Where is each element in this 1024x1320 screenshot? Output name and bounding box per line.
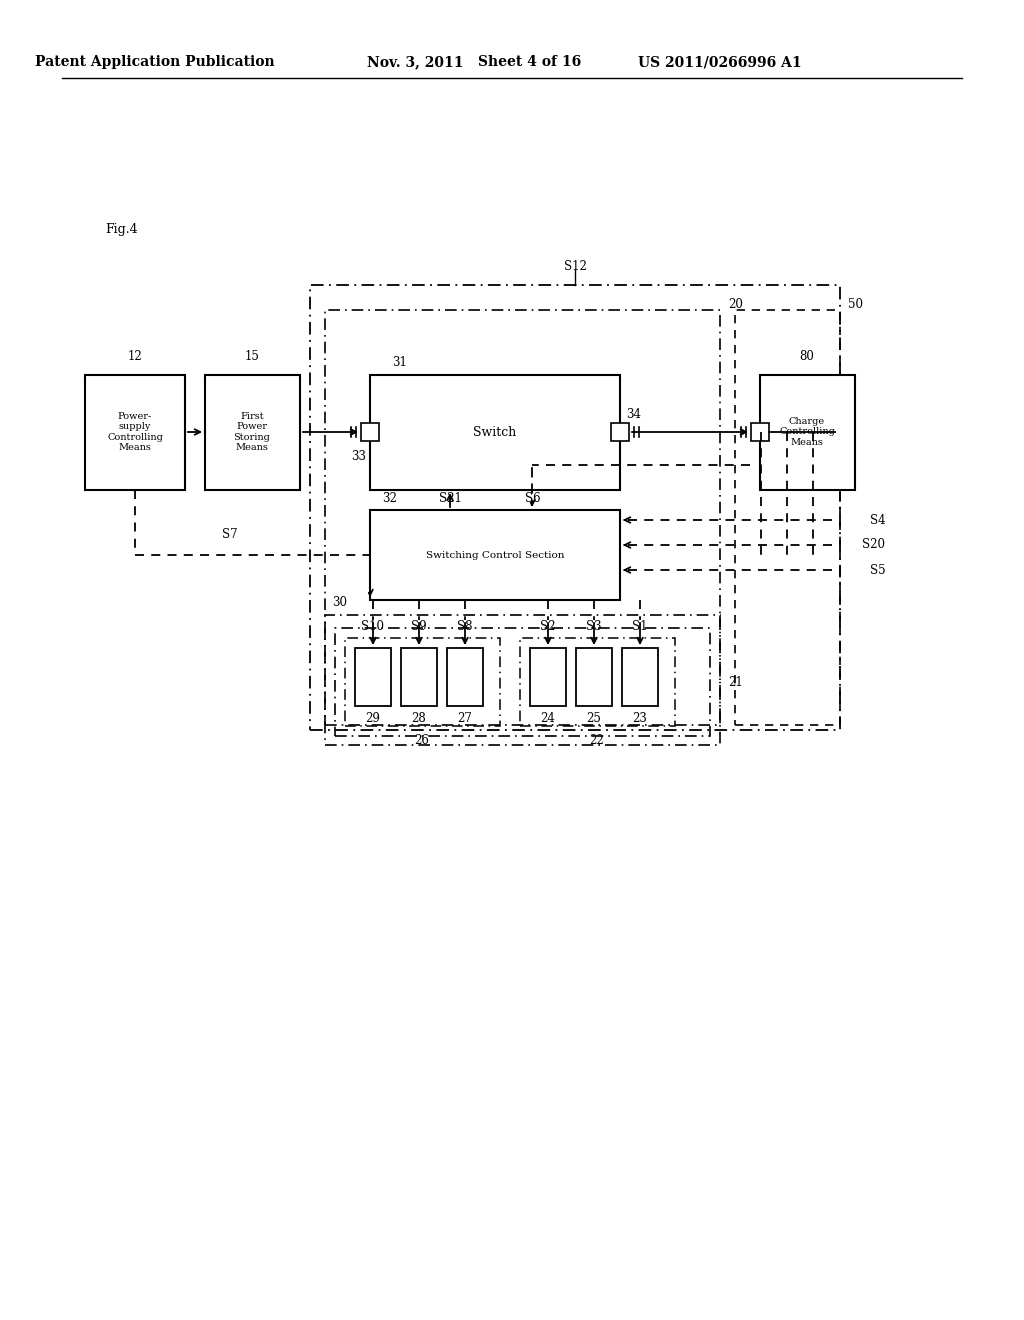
- Text: 28: 28: [412, 711, 426, 725]
- Text: 34: 34: [627, 408, 641, 421]
- Text: S3: S3: [586, 620, 602, 634]
- Bar: [751, 422, 769, 441]
- Text: Power-
supply
Controlling
Means: Power- supply Controlling Means: [108, 412, 163, 451]
- Bar: [355, 648, 391, 706]
- Text: S20: S20: [862, 539, 885, 552]
- Text: S12: S12: [563, 260, 587, 273]
- Bar: [85, 375, 185, 490]
- Text: Switch: Switch: [473, 425, 517, 438]
- Text: 80: 80: [800, 351, 814, 363]
- Bar: [401, 648, 437, 706]
- Text: 12: 12: [128, 351, 142, 363]
- Text: 21: 21: [728, 676, 742, 689]
- Bar: [760, 375, 855, 490]
- Text: S8: S8: [458, 620, 473, 634]
- Bar: [622, 648, 658, 706]
- Text: 24: 24: [541, 711, 555, 725]
- Bar: [325, 615, 720, 744]
- Text: 25: 25: [587, 711, 601, 725]
- Bar: [310, 285, 840, 730]
- Bar: [575, 648, 612, 706]
- Text: S6: S6: [524, 491, 541, 504]
- Text: 26: 26: [415, 734, 429, 747]
- Bar: [370, 510, 620, 601]
- Text: S9: S9: [412, 620, 427, 634]
- Text: S10: S10: [361, 620, 384, 634]
- Bar: [325, 310, 720, 725]
- Text: 23: 23: [633, 711, 647, 725]
- Text: 31: 31: [392, 356, 408, 370]
- Text: S21: S21: [438, 491, 462, 504]
- Bar: [345, 638, 500, 726]
- Text: Charge
Controlling
Means: Charge Controlling Means: [779, 417, 835, 447]
- Bar: [735, 310, 840, 725]
- Bar: [205, 375, 300, 490]
- Text: 33: 33: [351, 450, 367, 462]
- Text: 15: 15: [245, 351, 259, 363]
- Text: US 2011/0266996 A1: US 2011/0266996 A1: [638, 55, 802, 69]
- Text: 27: 27: [458, 711, 472, 725]
- Text: Nov. 3, 2011: Nov. 3, 2011: [367, 55, 463, 69]
- Text: 22: 22: [590, 734, 604, 747]
- Text: S1: S1: [632, 620, 648, 634]
- Text: 50: 50: [848, 298, 863, 312]
- Text: 32: 32: [383, 491, 397, 504]
- Bar: [611, 422, 629, 441]
- Text: Sheet 4 of 16: Sheet 4 of 16: [478, 55, 582, 69]
- Bar: [335, 628, 710, 737]
- Text: Switching Control Section: Switching Control Section: [426, 550, 564, 560]
- Text: S2: S2: [541, 620, 556, 634]
- Bar: [530, 648, 566, 706]
- Text: Fig.4: Fig.4: [105, 223, 137, 236]
- Bar: [370, 375, 620, 490]
- Text: First
Power
Storing
Means: First Power Storing Means: [233, 412, 270, 451]
- Text: S7: S7: [222, 528, 238, 541]
- Text: Patent Application Publication: Patent Application Publication: [35, 55, 274, 69]
- Bar: [520, 638, 675, 726]
- Text: 20: 20: [728, 298, 742, 312]
- Text: S4: S4: [870, 513, 886, 527]
- Bar: [447, 648, 483, 706]
- Text: S5: S5: [870, 564, 886, 577]
- Text: 30: 30: [333, 597, 347, 610]
- Bar: [361, 422, 379, 441]
- Text: 29: 29: [366, 711, 381, 725]
